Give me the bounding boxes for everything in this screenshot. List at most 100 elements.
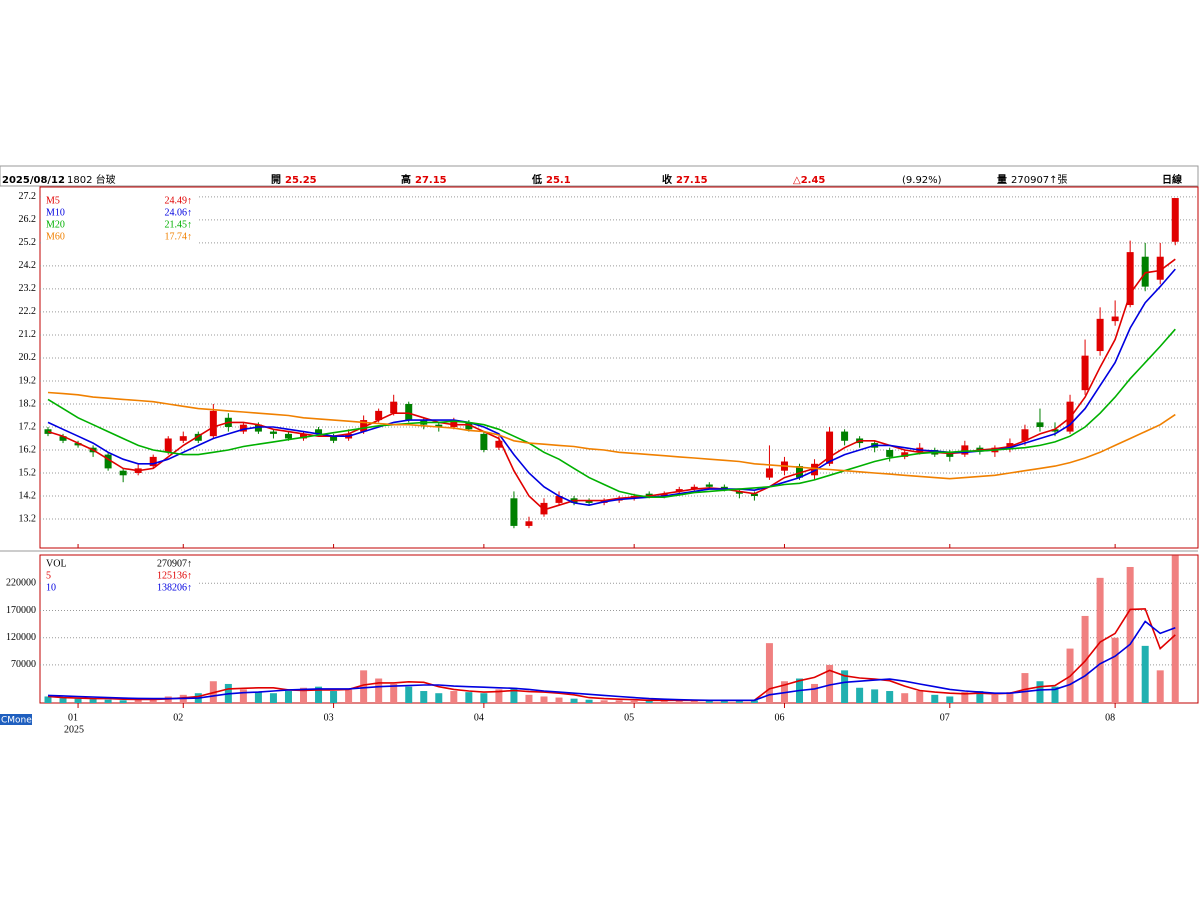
y-tick-label: 18.2 <box>19 398 37 409</box>
y-tick-label: 23.2 <box>19 283 37 294</box>
volume-bar <box>555 697 563 703</box>
candle-body <box>961 445 969 455</box>
volume-bar <box>735 700 743 703</box>
watermark: CMoney <box>1 716 38 726</box>
legend-value: 21.45↑ <box>165 219 193 230</box>
volume-bar <box>345 689 353 703</box>
volume-bar <box>1021 673 1029 703</box>
candle-body <box>450 420 458 427</box>
ma-line <box>47 268 1176 507</box>
y-tick-label: 24.2 <box>19 260 37 271</box>
legend-name: M20 <box>46 219 65 230</box>
volume-bar <box>976 691 984 703</box>
candle-body <box>209 410 217 437</box>
volume-bar <box>269 693 277 703</box>
candle-body <box>901 452 909 457</box>
volume-bar <box>1156 670 1164 703</box>
volume-bar <box>946 696 954 703</box>
volume-bar <box>254 692 262 703</box>
close-value: 27.15 <box>676 175 708 186</box>
candle-body <box>1021 429 1029 441</box>
x-tick-label: 03 <box>324 712 334 723</box>
ma-line <box>47 391 1176 480</box>
volume-bar <box>720 700 728 703</box>
candle-body <box>164 438 172 453</box>
candle-body <box>360 420 368 432</box>
y-tick-label: 17.2 <box>19 421 37 432</box>
legend-value: 17.74↑ <box>165 231 193 242</box>
volume-bar <box>1111 637 1119 703</box>
y-tick-label: 16.2 <box>19 444 37 455</box>
candle-body <box>330 436 338 441</box>
candle-body <box>585 500 593 503</box>
legend-box <box>42 558 198 596</box>
x-tick-label: 05 <box>624 712 634 723</box>
candle-body <box>59 436 67 441</box>
ma-line <box>47 620 1176 702</box>
volume-bar <box>104 699 112 703</box>
candle-body <box>315 429 323 434</box>
candle-body <box>886 449 894 457</box>
y-tick-label: 19.2 <box>19 375 37 386</box>
candle-body <box>540 502 548 515</box>
volume-bar <box>315 686 323 703</box>
candle-body <box>841 431 849 441</box>
high-value: 27.15 <box>415 175 447 186</box>
volume-bar <box>901 693 909 703</box>
y-tick-label: 21.2 <box>19 329 37 340</box>
volume-bar <box>119 700 127 703</box>
candle-body <box>254 424 262 432</box>
legend-name: 5 <box>46 570 51 581</box>
candle-body <box>675 489 683 492</box>
volume-value: 270907↑張 <box>1011 174 1068 186</box>
y-tick-label: 22.2 <box>19 306 37 317</box>
volume-bar <box>1081 615 1089 703</box>
y-tick-label: 26.2 <box>19 214 37 225</box>
candle-body <box>149 456 157 467</box>
volume-bar <box>435 693 443 703</box>
volume-bar <box>59 698 67 703</box>
volume-bar <box>750 700 758 703</box>
volume-bar <box>1141 645 1149 703</box>
volume-bar <box>89 699 97 703</box>
legend-box <box>42 195 198 245</box>
candle-body <box>1036 422 1044 427</box>
volume-bar <box>600 700 608 703</box>
candle-body <box>645 493 653 497</box>
stock: 1802 台玻 <box>67 173 116 186</box>
legend-value: 24.06↑ <box>165 207 193 218</box>
candle-body <box>690 486 698 490</box>
volume-bar <box>300 687 308 703</box>
candle-body <box>375 410 383 421</box>
candle-body <box>1006 443 1014 448</box>
date: 2025/08/12 <box>2 175 65 186</box>
candle-body <box>194 433 202 441</box>
legend-value: 125136↑ <box>157 570 192 581</box>
volume-bar <box>1096 577 1104 703</box>
open-label: 開 <box>271 174 281 186</box>
legend-name: 10 <box>46 582 56 593</box>
candle-body <box>811 463 819 476</box>
x-tick-label: 06 <box>774 712 784 723</box>
legend-value: 270907↑ <box>157 558 192 569</box>
volume-bar <box>360 670 368 703</box>
volume-bar <box>525 694 533 703</box>
candle-body <box>269 431 277 434</box>
volume-bar <box>1006 692 1014 703</box>
period: 日線 <box>1162 173 1182 186</box>
candle-body <box>1141 256 1149 287</box>
volume-bar <box>1051 686 1059 703</box>
volume-bar <box>690 699 698 703</box>
volume-bar <box>450 691 458 703</box>
volume-bar <box>585 699 593 703</box>
volume-bar <box>675 700 683 703</box>
candle-body <box>510 498 518 526</box>
volume-bar <box>1036 681 1044 703</box>
candle-body <box>720 486 728 490</box>
candle-body <box>1171 198 1179 242</box>
change-pct: (9.92%) <box>902 175 942 186</box>
price-frame <box>39 186 1199 549</box>
volume-bar <box>495 689 503 703</box>
